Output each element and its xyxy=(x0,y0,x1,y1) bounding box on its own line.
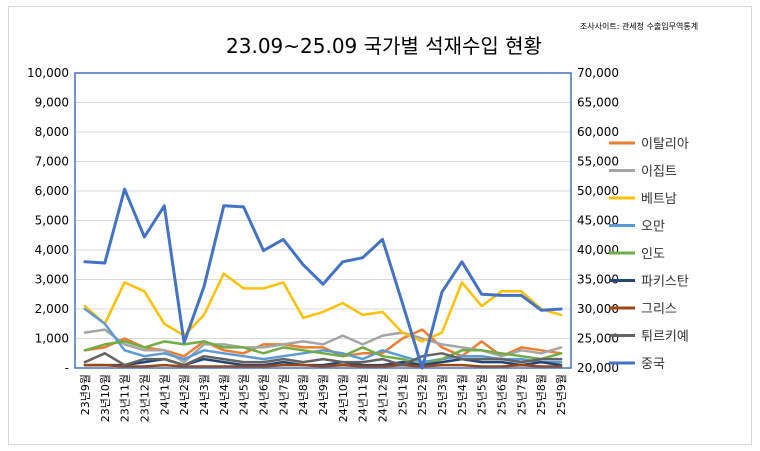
legend-label: 이탈리아 xyxy=(641,137,689,152)
x-tick-label: 23년11월 xyxy=(119,374,132,422)
legend-label: 오만 xyxy=(641,220,665,235)
x-tick-label: 24년4월 xyxy=(218,374,231,415)
x-tick-label: 23년12월 xyxy=(138,374,151,422)
x-tick-label: 24년2월 xyxy=(178,374,191,415)
left-tick-label: 1,000 xyxy=(35,332,69,346)
right-tick-label: 45,000 xyxy=(577,214,619,228)
x-tick-label: 25년1월 xyxy=(396,374,409,415)
left-tick-label: - xyxy=(65,361,69,375)
right-axis-tick-labels: 20,000 25,000 30,000 35,000 40,000 45,000 50,0… xyxy=(577,66,619,375)
legend-label: 그리스 xyxy=(641,302,677,317)
series-line xyxy=(83,272,563,343)
right-tick-label: 70,000 xyxy=(577,66,619,80)
left-tick-label: 6,000 xyxy=(35,184,69,198)
x-tick-label: 25년9월 xyxy=(555,374,568,415)
series-line xyxy=(83,340,563,367)
right-tick-label: 50,000 xyxy=(577,184,619,198)
x-tick-label: 24년9월 xyxy=(317,374,330,415)
series-line xyxy=(83,352,563,367)
left-tick-label: 10,000 xyxy=(27,66,69,80)
x-tick-label: 25년6월 xyxy=(496,374,509,415)
right-tick-label: 40,000 xyxy=(577,243,619,257)
series-line xyxy=(83,307,563,364)
source-note: 조사사이트: 관세청 수출입무역통계 xyxy=(580,21,698,31)
x-axis-tick-labels: 23년9월 23년10월 23년11월 23년12월 24년1월 24년2월 24년3월 24… xyxy=(79,374,568,422)
x-tick-label: 25년3월 xyxy=(436,374,449,415)
x-tick-label: 25년5월 xyxy=(476,374,489,415)
x-tick-label: 24년1월 xyxy=(158,374,171,415)
x-tick-label: 24년10월 xyxy=(337,374,350,422)
legend-label: 튀르키예 xyxy=(641,330,689,345)
legend-label: 파키스탄 xyxy=(641,275,689,290)
legend-label: 인도 xyxy=(641,247,665,262)
left-tick-label: 7,000 xyxy=(35,155,69,169)
x-tick-label: 23년9월 xyxy=(79,374,92,415)
x-tick-label: 25년2월 xyxy=(416,374,429,415)
right-tick-label: 35,000 xyxy=(577,273,619,287)
x-tick-label: 25년4월 xyxy=(456,374,469,415)
legend-label: 베트남 xyxy=(641,192,677,207)
chart-title: 23.09~25.09 국가별 석재수입 현황 xyxy=(226,34,542,58)
series-line xyxy=(83,363,563,368)
left-tick-label: 4,000 xyxy=(35,243,69,257)
right-tick-label: 25,000 xyxy=(577,332,619,346)
left-axis-tick-labels: - 1,000 2,000 3,000 4,000 5,000 6,000 7,000 8,00… xyxy=(27,66,69,375)
series-lines xyxy=(83,187,563,370)
x-tick-label: 24년3월 xyxy=(198,374,211,415)
x-tick-label: 24년7월 xyxy=(277,374,290,415)
left-tick-label: 9,000 xyxy=(35,96,69,110)
right-tick-label: 20,000 xyxy=(577,361,619,375)
series-line xyxy=(83,187,563,370)
left-tick-label: 3,000 xyxy=(35,273,69,287)
gridlines xyxy=(75,72,571,369)
legend-label: 이집트 xyxy=(641,165,677,180)
line-chart: 23.09~25.09 국가별 석재수입 현황 조사사이트: 관세청 수출입무역… xyxy=(27,21,698,422)
x-tick-label: 24년5월 xyxy=(238,374,251,415)
legend-label: 중국 xyxy=(641,357,665,372)
x-tick-label: 24년6월 xyxy=(257,374,270,415)
right-tick-label: 30,000 xyxy=(577,302,619,316)
x-tick-label: 25년7월 xyxy=(515,374,528,415)
plot-area-border xyxy=(74,72,572,369)
x-tick-label: 24년11월 xyxy=(357,374,370,422)
chart-frame: 23.09~25.09 국가별 석재수입 현황 조사사이트: 관세청 수출입무역… xyxy=(8,6,752,445)
x-tick-label: 25년8월 xyxy=(535,374,548,415)
left-tick-label: 2,000 xyxy=(35,302,69,316)
x-tick-label: 24년12월 xyxy=(377,374,390,422)
right-tick-label: 55,000 xyxy=(577,155,619,169)
x-tick-label: 24년8월 xyxy=(297,374,310,415)
x-tick-label: 23년10월 xyxy=(99,374,112,422)
left-tick-label: 8,000 xyxy=(35,125,69,139)
right-tick-label: 60,000 xyxy=(577,125,619,139)
right-tick-label: 65,000 xyxy=(577,96,619,110)
left-tick-label: 5,000 xyxy=(35,214,69,228)
